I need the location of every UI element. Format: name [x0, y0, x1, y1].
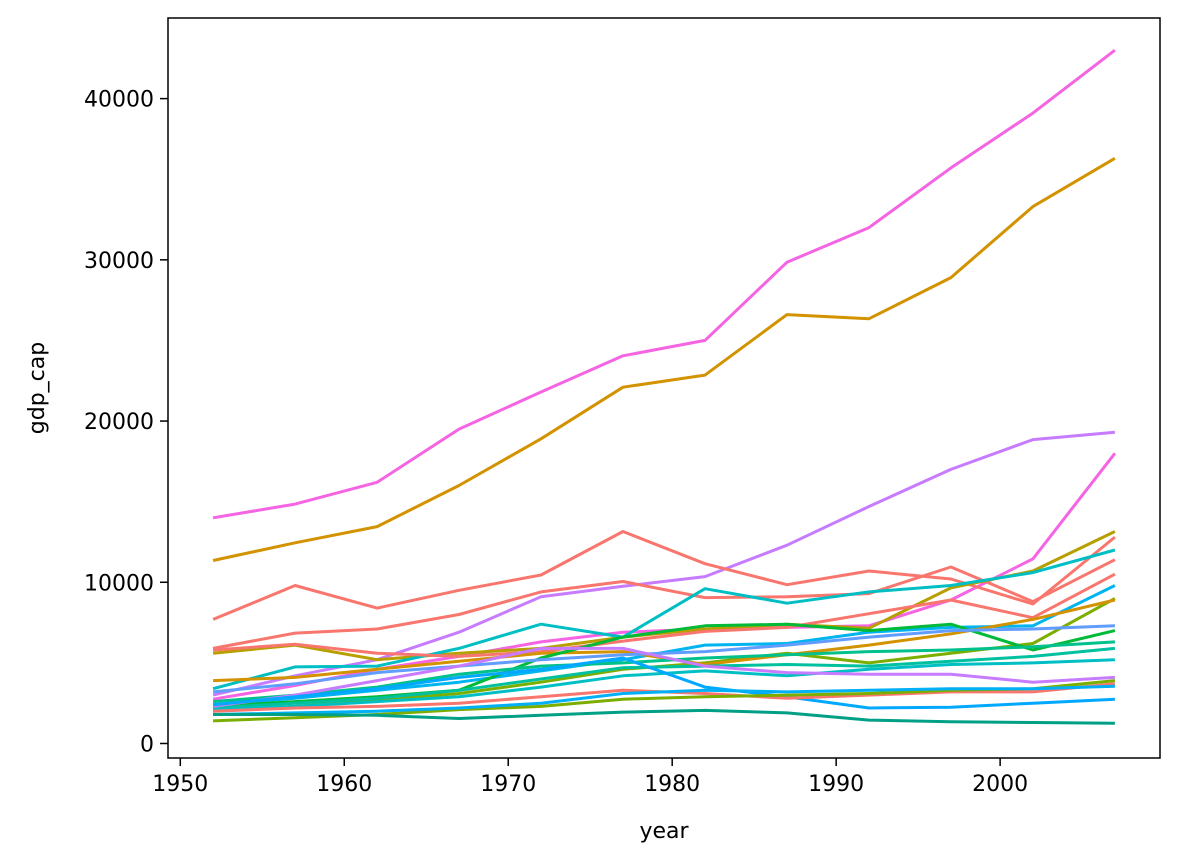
y-tick-label-4: 30000 — [84, 249, 154, 274]
y-tick-label-5: 40000 — [84, 88, 154, 113]
y-axis: 0 10000 20000 30000 40000 — [84, 88, 168, 757]
series-line-3 — [212, 430, 1116, 697]
x-axis-label: year — [639, 819, 689, 844]
series-line-19 — [212, 656, 1115, 710]
x-tick-label-4: 1980 — [644, 772, 700, 797]
x-tick-label-1: 1950 — [152, 772, 208, 797]
series-line-16 — [213, 646, 1116, 710]
series-line-9 — [212, 572, 1116, 658]
series-line-7 — [212, 530, 1116, 662]
series-line-6 — [212, 558, 1116, 650]
series-line-22 — [213, 684, 1115, 716]
x-tick-label-6: 2000 — [972, 772, 1028, 797]
y-tick-label-2: 10000 — [84, 571, 154, 596]
series-line-23 — [213, 708, 1115, 725]
series-layer — [212, 49, 1117, 725]
y-tick-label-1: 0 — [140, 732, 154, 757]
x-tick-label-2: 1960 — [316, 772, 372, 797]
series-line-2 — [212, 157, 1116, 562]
x-tick-label-3: 1970 — [480, 772, 536, 797]
x-tick-label-5: 1990 — [808, 772, 864, 797]
series-line-13 — [213, 622, 1116, 708]
series-line-15 — [212, 640, 1115, 704]
x-axis: 1950 1960 1970 1980 1990 2000 — [152, 758, 1028, 797]
y-axis-label: gdp_cap — [25, 342, 50, 434]
series-line-1 — [212, 49, 1116, 520]
series-line-14 — [212, 624, 1115, 694]
series-line-8 — [212, 548, 1116, 691]
plot-frame — [167, 17, 1161, 759]
series-line-18 — [212, 646, 1115, 708]
y-tick-label-3: 20000 — [84, 410, 154, 435]
